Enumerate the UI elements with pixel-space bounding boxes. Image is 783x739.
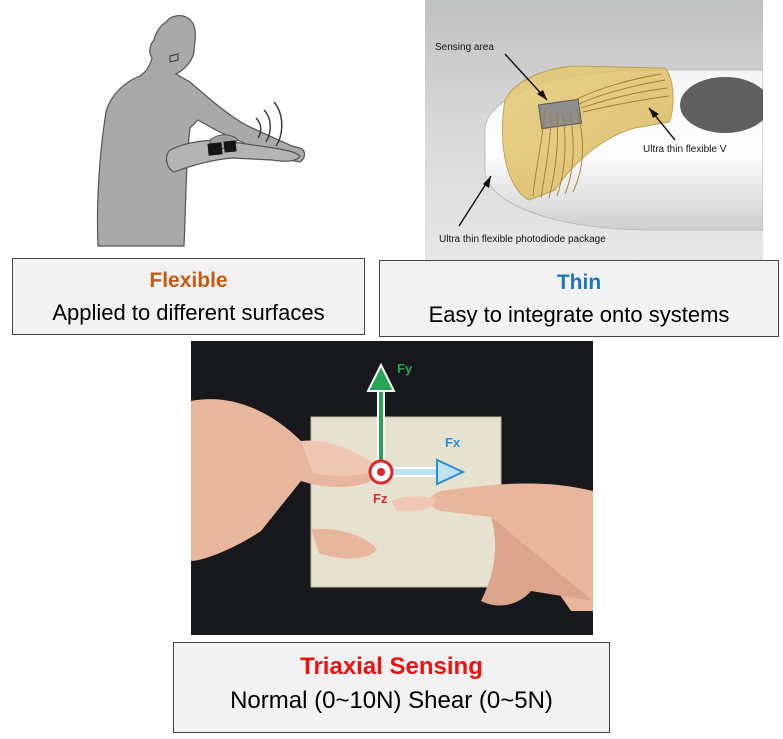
sensing-area-label: Sensing area xyxy=(435,42,494,53)
triaxial-subtitle: Normal (0~10N) Shear (0~5N) xyxy=(230,687,553,714)
flexible-subtitle: Applied to different surfaces xyxy=(52,300,325,325)
thin-subtitle: Easy to integrate onto systems xyxy=(428,302,730,327)
triaxial-touch-photo: Fy Fx Fz xyxy=(191,341,593,635)
fx-label: Fx xyxy=(445,435,461,450)
sensor-film-graphic: Sensing area Ultra thin flexible V Ultra… xyxy=(435,42,763,245)
arm-illustration xyxy=(74,0,312,252)
flexible-caption: Flexible Applied to different surfaces xyxy=(12,258,365,335)
thin-title: Thin xyxy=(556,271,602,294)
fy-label: Fy xyxy=(397,361,413,376)
package-label: Ultra thin flexible photodiode package xyxy=(439,234,606,245)
ultra-thin-label: Ultra thin flexible V xyxy=(643,144,727,155)
thin-caption: Thin Easy to integrate onto systems xyxy=(379,260,779,337)
fz-label: Fz xyxy=(373,491,388,506)
triaxial-title: Triaxial Sensing xyxy=(300,653,483,680)
thin-sensor-photo: Sensing area Ultra thin flexible V Ultra… xyxy=(425,0,763,260)
flexible-title: Flexible xyxy=(149,269,228,292)
triaxial-caption: Triaxial Sensing Normal (0~10N) Shear (0… xyxy=(173,642,610,733)
touch-pad-graphic: Fy Fx Fz xyxy=(191,341,593,635)
person-silhouette-icon xyxy=(96,15,306,247)
